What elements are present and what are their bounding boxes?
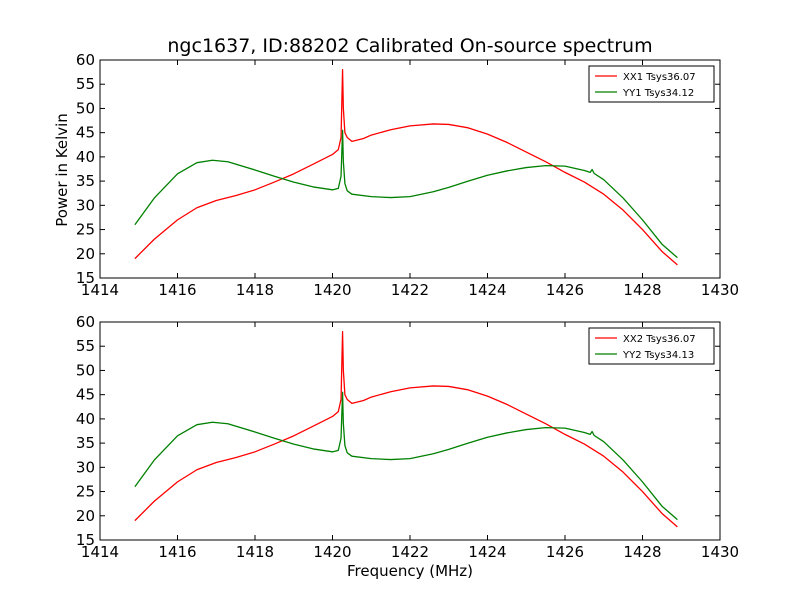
x-tick-label: 1414 (81, 543, 119, 561)
legend-entry-label: XX2 Tsys36.07 (623, 334, 696, 345)
legend-plot-1: XX1 Tsys36.07 YY1 Tsys34.12 (588, 65, 715, 103)
y-tick-label: 20 (76, 507, 95, 525)
x-tick-label: 1424 (468, 543, 506, 561)
plot-2: 1414 1416 1418 1420 1422 1424 1426 1428 1430 15 20… (76, 313, 739, 561)
y-tick-label: 30 (76, 196, 95, 214)
series-line-xx-plot-2 (134, 331, 678, 528)
x-tick-label: 1420 (313, 543, 351, 561)
x-tick-label: 1416 (158, 281, 196, 299)
y-tick-label: 50 (76, 99, 95, 117)
y-tick-label: 45 (76, 386, 95, 404)
plot-1: 1414 1416 1418 1420 1422 1424 1426 1428 1430 15 20… (76, 51, 739, 299)
legend-box (588, 327, 715, 365)
x-tick-label: 1414 (81, 281, 119, 299)
y-tick-label: 60 (76, 313, 95, 331)
x-tick-label: 1422 (391, 281, 429, 299)
y-tick-label: 25 (76, 221, 95, 239)
series-line-xx-plot-1 (134, 69, 678, 266)
legend-entry-label: YY2 Tsys34.13 (622, 350, 694, 361)
x-tick-label: 1422 (391, 543, 429, 561)
x-tick-label: 1418 (236, 543, 274, 561)
legend-plot-2: XX2 Tsys36.07 YY2 Tsys34.13 (588, 327, 715, 365)
y-tick-label: 40 (76, 148, 95, 166)
plots-layer: 1414 1416 1418 1420 1422 1424 1426 1428 1430 15 20… (76, 51, 739, 561)
x-tick-label: 1430 (701, 281, 739, 299)
figure-title: ngc1637, ID:88202 Calibrated On-source s… (167, 35, 652, 57)
x-tick-label: 1428 (623, 281, 661, 299)
y-tick-label: 50 (76, 361, 95, 379)
x-tick-label: 1426 (546, 281, 584, 299)
series-line-yy-plot-2 (134, 391, 678, 521)
series-line-yy-plot-1 (134, 129, 678, 259)
x-tick-label: 1424 (468, 281, 506, 299)
y-tick-label: 20 (76, 245, 95, 263)
y-tick-label: 55 (76, 75, 95, 93)
y-tick-label: 15 (76, 531, 95, 549)
y-axis-label: Power in Kelvin (53, 113, 71, 227)
legend-entry-label: YY1 Tsys34.12 (622, 88, 694, 99)
y-tick-label: 15 (76, 269, 95, 287)
y-tick-label: 45 (76, 124, 95, 142)
y-tick-label: 60 (76, 51, 95, 69)
y-tick-label: 25 (76, 483, 95, 501)
y-tick-label: 55 (76, 337, 95, 355)
y-tick-label: 40 (76, 410, 95, 428)
x-tick-label: 1420 (313, 281, 351, 299)
y-tick-label: 35 (76, 434, 95, 452)
legend-entry-label: XX1 Tsys36.07 (623, 72, 696, 83)
x-tick-label: 1426 (546, 543, 584, 561)
x-axis-label: Frequency (MHz) (347, 562, 473, 580)
x-tick-label: 1430 (701, 543, 739, 561)
x-tick-label: 1428 (623, 543, 661, 561)
y-tick-label: 35 (76, 172, 95, 190)
x-tick-label: 1416 (158, 543, 196, 561)
x-tick-label: 1418 (236, 281, 274, 299)
y-tick-label: 30 (76, 458, 95, 476)
legend-box (588, 65, 715, 103)
